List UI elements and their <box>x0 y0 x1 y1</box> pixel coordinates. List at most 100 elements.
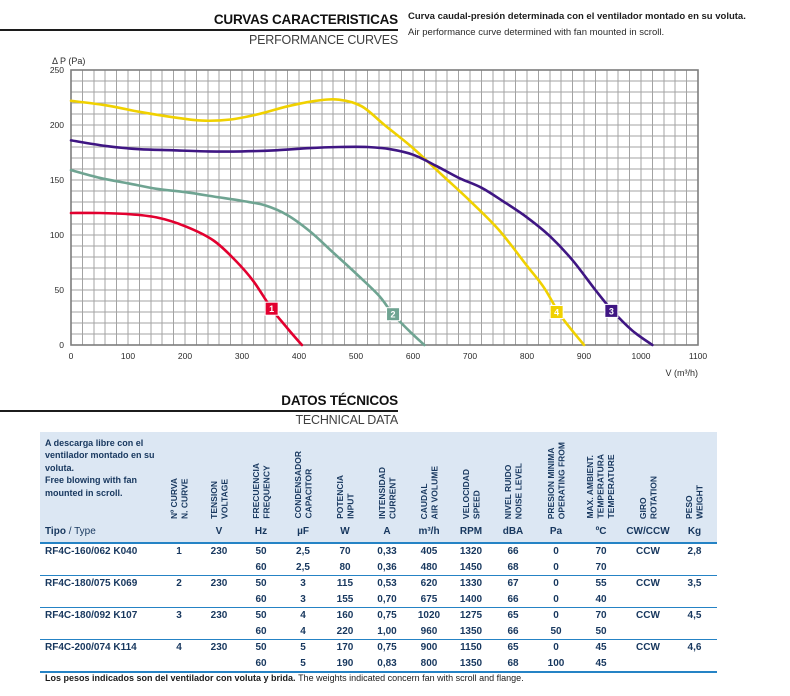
axis-label: 800 <box>520 351 534 361</box>
cell-speed: 1150 <box>460 642 482 653</box>
column-header-12: GIRO ROTATION <box>624 432 672 522</box>
cell-input-power: 80 <box>339 561 351 573</box>
cell-voltage: 230 <box>210 642 228 653</box>
chart-description: Curva caudal-presión determinada con el … <box>408 11 776 39</box>
cell-noise-level: 66 <box>507 546 519 557</box>
axis-label: 150 <box>50 175 64 185</box>
curve-2-marker-label: 2 <box>391 310 396 320</box>
column-header-label: PRESION MINIMA OPERATING FROM <box>545 441 567 519</box>
model-name <box>40 624 160 640</box>
unit-label: Pa <box>549 526 563 537</box>
cell-air-volume: 675 <box>420 593 438 605</box>
unit-label: Kg <box>687 526 702 537</box>
axis-label: 200 <box>178 351 192 361</box>
cell-capacitor: 2,5 <box>296 561 310 573</box>
cell-input-power: 160 <box>336 610 354 621</box>
cell-curve <box>160 656 198 672</box>
cell-speed: 1350 <box>459 657 483 669</box>
cell-capacitor: 3 <box>300 593 306 605</box>
cell-rotation: CCW <box>636 610 660 621</box>
model-group: RF4C-180/092 K107 3 230 50 4 160 0,75 1020 1275 6… <box>40 608 717 640</box>
weights-footnote: Los pesos indicados son del ventilador c… <box>45 673 765 683</box>
axis-label: 50 <box>55 285 65 295</box>
axis-label: 700 <box>463 351 477 361</box>
model-name: RF4C-200/074 K114 <box>45 642 137 653</box>
chart-description-en: Air performance curve determined with fa… <box>408 26 665 38</box>
curve-1-marker-label: 1 <box>269 304 274 314</box>
cell-input-power: 170 <box>336 642 354 653</box>
cell-voltage <box>198 592 240 608</box>
cell-speed: 1275 <box>459 610 483 621</box>
model-name <box>40 560 160 576</box>
cell-voltage: 230 <box>210 578 228 589</box>
cell-rotation <box>624 656 672 672</box>
column-header-label: POTENCIA INPUT <box>334 475 356 519</box>
cell-max-temp: 70 <box>595 610 607 621</box>
cell-input-power: 115 <box>336 578 354 589</box>
performance-curves-chart: 0 50 100 150 200 250 0 100 200 300 400 500 600 700 800… <box>50 56 708 378</box>
cell-current: 0,70 <box>377 593 397 605</box>
cell-curve <box>160 592 198 608</box>
unit-label: µF <box>297 526 309 537</box>
cell-air-volume: 960 <box>420 625 438 637</box>
curve-4 <box>69 98 586 347</box>
axis-label: 600 <box>406 351 420 361</box>
cell-current: 0,75 <box>377 610 397 621</box>
cell-frequency: 50 <box>255 610 267 621</box>
cell-voltage: 230 <box>210 610 228 621</box>
cell-curve <box>160 624 198 640</box>
column-header-9: NIVEL RUIDO NOISE LEVEL <box>492 432 534 522</box>
curve-4-marker-label: 4 <box>554 307 559 317</box>
cell-frequency: 60 <box>255 593 267 605</box>
cell-max-temp: 50 <box>595 625 607 637</box>
cell-current: 0,53 <box>377 578 397 589</box>
unit-label: ºC <box>595 526 607 537</box>
chart-description-es: Curva caudal-presión determinada con el … <box>408 11 746 22</box>
cell-rotation <box>624 592 672 608</box>
technical-data-table: A descarga libre con el ventilador monta… <box>40 432 717 673</box>
column-header-1: Nº CURVA N. CURVE <box>160 432 198 522</box>
unit-label: RPM <box>459 526 483 537</box>
unit-label <box>160 522 198 542</box>
cell-current: 0,36 <box>377 561 397 573</box>
cell-capacitor: 4 <box>300 610 306 621</box>
model-name: RF4C-160/062 K040 <box>45 546 138 557</box>
unit-label: V <box>215 526 223 537</box>
section-title-data-es: DATOS TÉCNICOS <box>281 393 398 408</box>
column-header-label: CAUDAL AIR VOLUME <box>418 465 440 519</box>
section-title-data-en: TECHNICAL DATA <box>295 413 398 427</box>
column-header-2: TENSION VOLTAGE <box>198 432 240 522</box>
cell-min-pressure: 0 <box>553 610 559 621</box>
column-header-label: MAX. AMBIENT. TEMPERATURA TEMPERATURE <box>585 454 617 519</box>
cell-capacitor: 5 <box>300 642 306 653</box>
column-header-label: NIVEL RUIDO NOISE LEVEL <box>502 462 524 519</box>
free-blowing-note: A descarga libre con el ventilador monta… <box>40 432 160 522</box>
unit-label: CW/CCW <box>626 526 670 537</box>
axis-label: 0 <box>59 340 64 350</box>
cell-input-power: 220 <box>336 625 354 637</box>
cell-speed: 1330 <box>459 578 483 589</box>
axis-label: 0 <box>69 351 74 361</box>
curve-2 <box>69 168 426 347</box>
column-header-label: Nº CURVA N. CURVE <box>168 477 190 519</box>
unit-label: dBA <box>502 526 524 537</box>
cell-curve: 4 <box>176 642 182 653</box>
axis-label: 250 <box>50 65 64 75</box>
column-header-label: CONDENSADOR CAPACITOR <box>292 451 314 519</box>
cell-rotation <box>624 624 672 640</box>
cell-speed: 1320 <box>459 546 483 557</box>
cell-max-temp: 55 <box>595 578 607 589</box>
section2-rule <box>0 410 398 412</box>
cell-air-volume: 800 <box>420 657 438 669</box>
table-row: RF4C-160/062 K040 1 230 50 2,5 70 0,33 405 1320 6… <box>40 544 717 560</box>
cell-min-pressure: 0 <box>553 561 559 573</box>
model-name <box>40 656 160 672</box>
column-header-8: VELOCIDAD SPEED <box>450 432 492 522</box>
cell-weight <box>672 656 717 672</box>
table-row: RF4C-180/075 K069 2 230 50 3 115 0,53 620 1330 67… <box>40 576 717 592</box>
table-row: 60 5 190 0,83 800 1350 68 100 45 <box>40 656 717 672</box>
header-rule <box>0 29 398 31</box>
cell-speed: 1350 <box>459 625 483 637</box>
cell-min-pressure: 0 <box>553 578 559 589</box>
